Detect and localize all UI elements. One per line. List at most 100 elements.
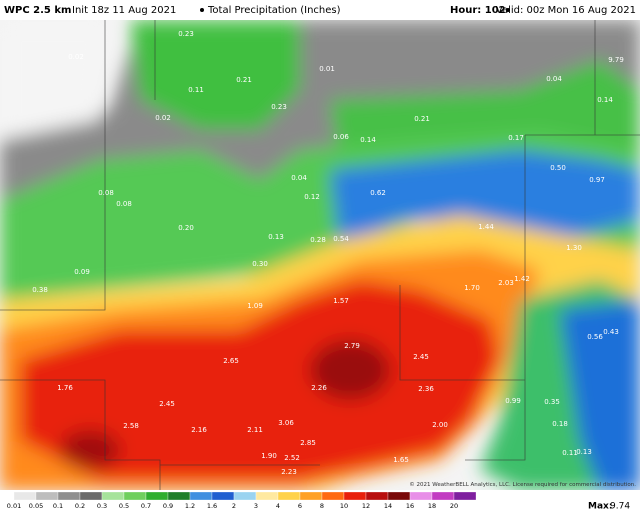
point-label: 0.18 bbox=[552, 420, 568, 428]
point-label: 2.45 bbox=[413, 353, 429, 361]
valid: Valid: 00z Mon 16 Aug 2021 bbox=[496, 5, 636, 16]
point-label: 0.56 bbox=[587, 333, 603, 341]
legend-tick: 0.01 bbox=[7, 502, 21, 510]
point-label: 2.00 bbox=[432, 421, 448, 429]
point-label: 2.26 bbox=[311, 384, 327, 392]
point-label: 0.23 bbox=[178, 30, 194, 38]
point-label: 2.58 bbox=[123, 422, 139, 430]
point-label: 2.16 bbox=[191, 426, 207, 434]
legend-tick: 10 bbox=[340, 502, 348, 510]
point-label: 1.65 bbox=[393, 456, 409, 464]
point-label: 1.76 bbox=[57, 384, 73, 392]
legend-swatch bbox=[409, 491, 433, 501]
legend-swatch bbox=[321, 491, 345, 501]
copyright: © 2021 WeatherBELL Analytics, LLC. Licen… bbox=[409, 481, 636, 488]
legend-tick: 1.6 bbox=[207, 502, 217, 510]
header-bar bbox=[0, 0, 640, 20]
point-label: 0.11 bbox=[562, 449, 578, 457]
point-label: 0.08 bbox=[98, 189, 114, 197]
point-label: 0.13 bbox=[576, 448, 592, 456]
model: WPC 2.5 km bbox=[4, 5, 71, 16]
max-label: Max: bbox=[588, 502, 612, 512]
point-label: 0.14 bbox=[360, 136, 376, 144]
point-label: 0.06 bbox=[333, 133, 349, 141]
point-label: 0.01 bbox=[319, 65, 335, 73]
point-label: 2.79 bbox=[344, 342, 360, 350]
point-label: 0.08 bbox=[116, 200, 132, 208]
separator bbox=[506, 8, 510, 12]
legend-tick: 6 bbox=[298, 502, 302, 510]
point-label: 0.13 bbox=[268, 233, 284, 241]
point-label: 2.45 bbox=[159, 400, 175, 408]
point-label: 0.21 bbox=[236, 76, 252, 84]
hour: Hour: 102 bbox=[450, 5, 506, 16]
legend-swatch bbox=[343, 491, 367, 501]
legend-tick: 1.2 bbox=[185, 502, 195, 510]
point-label: 0.62 bbox=[370, 189, 386, 197]
point-label: 0.30 bbox=[252, 260, 268, 268]
point-label: 0.04 bbox=[546, 75, 562, 83]
legend-tick: 12 bbox=[362, 502, 370, 510]
legend-tick: 0.7 bbox=[141, 502, 151, 510]
legend-swatch bbox=[211, 491, 235, 501]
point-label: 2.36 bbox=[418, 385, 434, 393]
legend-swatch bbox=[145, 491, 169, 501]
point-label: 0.54 bbox=[333, 235, 349, 243]
legend-swatch bbox=[189, 491, 213, 501]
precip-field bbox=[0, 20, 640, 490]
legend-tick: 0.5 bbox=[119, 502, 129, 510]
separator bbox=[200, 8, 204, 12]
point-label: 0.11 bbox=[188, 86, 204, 94]
legend-tick: 0.3 bbox=[97, 502, 107, 510]
point-label: 1.09 bbox=[247, 302, 263, 310]
point-label: 2.03 bbox=[498, 279, 514, 287]
point-label: 0.50 bbox=[550, 164, 566, 172]
point-label: 0.14 bbox=[597, 96, 613, 104]
init: Init 18z 11 Aug 2021 bbox=[72, 5, 176, 16]
point-label: 1.57 bbox=[333, 297, 349, 305]
legend-swatch bbox=[13, 491, 37, 501]
point-label: 0.04 bbox=[291, 174, 307, 182]
point-label: 0.99 bbox=[505, 397, 521, 405]
legend-tick: 3 bbox=[254, 502, 258, 510]
point-label: 0.38 bbox=[32, 286, 48, 294]
point-label: 1.30 bbox=[566, 244, 582, 252]
point-label: 3.06 bbox=[278, 419, 294, 427]
legend-swatch bbox=[431, 491, 455, 501]
legend-tick: 20 bbox=[450, 502, 458, 510]
max-value: 9.74 bbox=[610, 502, 630, 512]
legend-tick: 8 bbox=[320, 502, 324, 510]
legend-tick: 16 bbox=[406, 502, 414, 510]
legend-tick: 14 bbox=[384, 502, 392, 510]
legend-tick: 4 bbox=[276, 502, 280, 510]
point-label: 2.11 bbox=[247, 426, 263, 434]
legend-swatch bbox=[299, 491, 323, 501]
legend-swatch bbox=[79, 491, 103, 501]
point-label: 0.17 bbox=[508, 134, 524, 142]
point-label: 0.21 bbox=[414, 115, 430, 123]
legend-swatch bbox=[277, 491, 301, 501]
point-label: 2.85 bbox=[300, 439, 316, 447]
product: Total Precipitation (Inches) bbox=[207, 5, 341, 16]
legend-swatch bbox=[167, 491, 191, 501]
point-label: 1.90 bbox=[261, 452, 277, 460]
legend-tick: 18 bbox=[428, 502, 436, 510]
legend-tick: 0.1 bbox=[53, 502, 63, 510]
point-label: 0.02 bbox=[155, 114, 171, 122]
point-label: 0.43 bbox=[603, 328, 619, 336]
point-label: 9.79 bbox=[608, 56, 624, 64]
point-label: 0.20 bbox=[178, 224, 194, 232]
legend-tick: 0.2 bbox=[75, 502, 85, 510]
legend-swatch bbox=[35, 491, 59, 501]
point-label: 0.35 bbox=[544, 398, 560, 406]
legend-swatch bbox=[233, 491, 257, 501]
point-label: 0.23 bbox=[271, 103, 287, 111]
legend-swatch bbox=[387, 491, 411, 501]
point-label: 0.12 bbox=[304, 193, 320, 201]
legend-swatch bbox=[255, 491, 279, 501]
legend-swatch bbox=[453, 491, 477, 501]
point-label: 0.09 bbox=[74, 268, 90, 276]
legend-swatch bbox=[123, 491, 147, 501]
point-label: 1.42 bbox=[514, 275, 530, 283]
legend-swatch bbox=[101, 491, 125, 501]
